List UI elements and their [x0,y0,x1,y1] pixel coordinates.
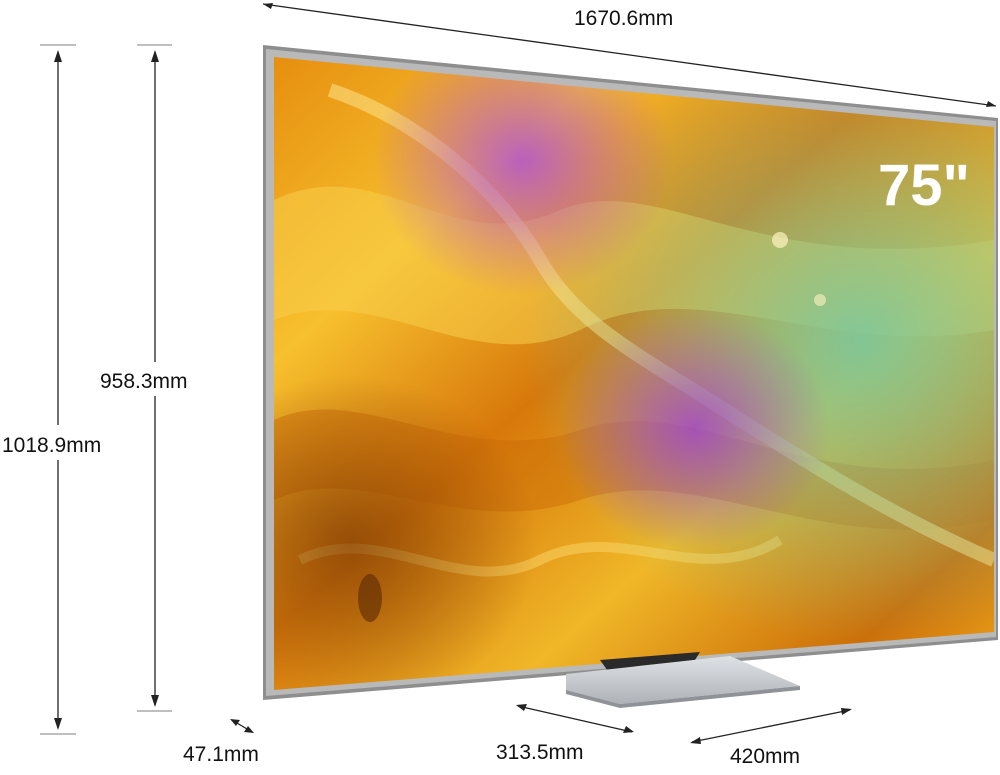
depth-label: 47.1mm [183,743,259,766]
stand-width-label: 420mm [730,745,801,768]
dimension-lines [40,3,997,744]
tv-screen [274,57,994,690]
stand-base [566,656,800,704]
total-height-label: 1018.9mm [2,434,102,457]
width-label: 1670.6mm [574,7,674,30]
stand-depth-label: 313.5mm [496,741,584,764]
screen-height-label: 958.3mm [100,370,188,393]
size-badge: 75" [878,153,970,218]
